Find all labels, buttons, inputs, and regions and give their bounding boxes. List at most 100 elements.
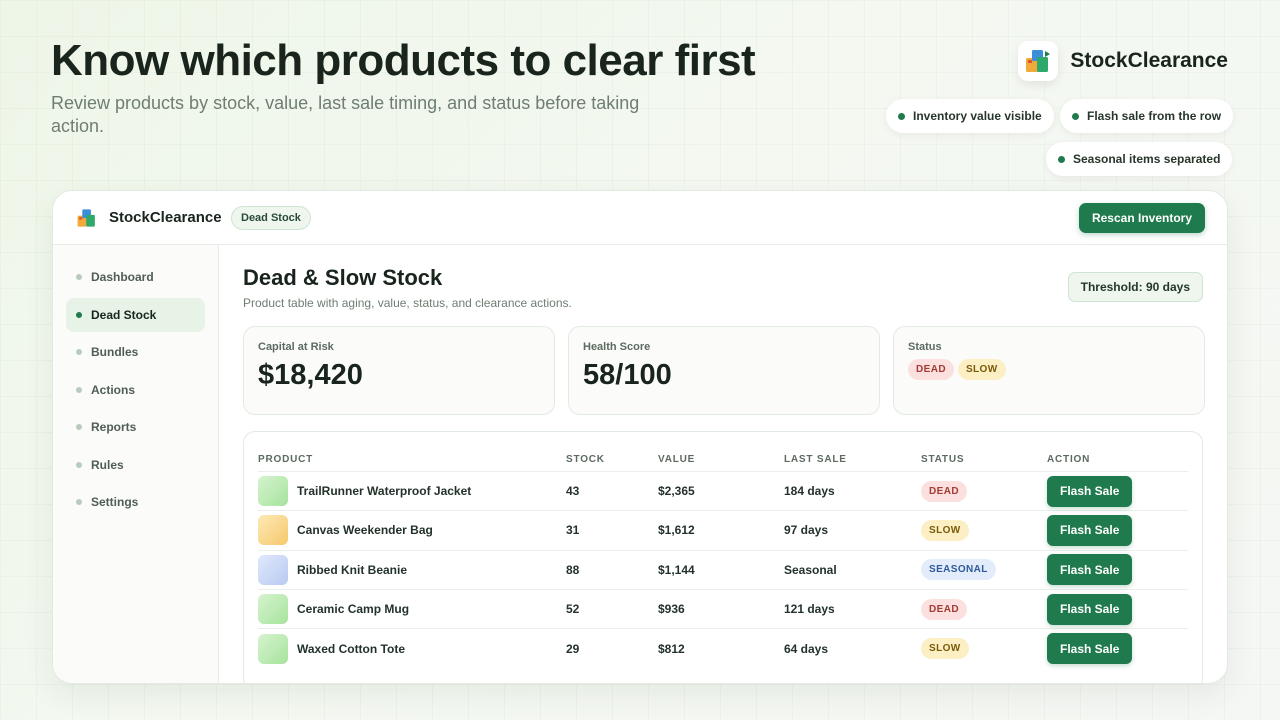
table-row[interactable]: Canvas Weekender Bag 31 $1,612 97 days S… bbox=[258, 511, 1188, 551]
product-thumbnail bbox=[258, 594, 288, 625]
sidebar-item-reports[interactable]: Reports bbox=[66, 410, 205, 444]
hero-title: Know which products to clear first bbox=[51, 36, 756, 85]
column-header-stock[interactable]: STOCK bbox=[566, 454, 605, 465]
column-header-last-sale[interactable]: LAST SALE bbox=[784, 454, 847, 465]
last-sale-cell: 121 days bbox=[784, 602, 835, 617]
nav-dot-icon bbox=[76, 274, 82, 280]
sidebar-item-settings[interactable]: Settings bbox=[66, 485, 205, 519]
product-name: Canvas Weekender Bag bbox=[297, 523, 433, 538]
app-brand-name: StockClearance bbox=[109, 209, 222, 226]
sidebar-item-actions[interactable]: Actions bbox=[66, 373, 205, 407]
feature-pill-seasonal: Seasonal items separated bbox=[1046, 142, 1233, 176]
main-content: Dead & Slow Stock Product table with agi… bbox=[243, 245, 1205, 683]
bullet-dot-icon bbox=[1058, 155, 1065, 163]
sidebar-item-label: Settings bbox=[91, 495, 139, 509]
sidebar-item-label: Reports bbox=[91, 420, 137, 434]
stock-cell: 29 bbox=[566, 641, 580, 656]
nav-dot-icon bbox=[76, 386, 82, 393]
product-name: Ribbed Knit Beanie bbox=[297, 562, 408, 577]
column-header-status[interactable]: STATUS bbox=[921, 454, 965, 465]
status-badge: SLOW bbox=[921, 519, 969, 541]
table-row[interactable]: TrailRunner Waterproof Jacket 43 $2,365 … bbox=[258, 472, 1188, 512]
stock-cell: 31 bbox=[566, 523, 580, 538]
last-sale-cell: 97 days bbox=[784, 523, 829, 538]
status-card: Status DEAD SLOW bbox=[893, 326, 1205, 415]
feature-pill-inventory-value: Inventory value visible bbox=[886, 99, 1054, 133]
status-badge: SEASONAL bbox=[921, 559, 996, 581]
page-title: Dead & Slow Stock bbox=[243, 265, 443, 290]
product-table: PRODUCT STOCK VALUE LAST SALE STATUS ACT… bbox=[243, 431, 1203, 683]
product-name: Waxed Cotton Tote bbox=[297, 641, 405, 656]
nav-dot-icon bbox=[76, 349, 82, 355]
card-label: Status bbox=[908, 341, 942, 353]
value-cell: $1,144 bbox=[658, 562, 695, 577]
table-row[interactable]: Waxed Cotton Tote 29 $812 64 days SLOW F… bbox=[258, 629, 1188, 668]
feature-pill-flash-sale: Flash sale from the row bbox=[1060, 99, 1234, 133]
last-sale-cell: 184 days bbox=[784, 484, 835, 499]
nav-dot-icon bbox=[76, 311, 82, 318]
table-row[interactable]: Ceramic Camp Mug 52 $936 121 days DEAD F… bbox=[258, 590, 1188, 630]
sidebar-item-label: Actions bbox=[91, 382, 136, 397]
column-header-action: ACTION bbox=[1047, 454, 1091, 465]
sidebar-item-label: Dashboard bbox=[91, 270, 154, 284]
status-badge-dead: DEAD bbox=[908, 359, 954, 380]
bullet-dot-icon bbox=[898, 112, 905, 120]
sidebar-item-label: Rules bbox=[91, 457, 124, 472]
brand-name: StockClearance bbox=[1070, 49, 1228, 72]
column-header-product[interactable]: PRODUCT bbox=[258, 454, 314, 465]
health-score-value: 58/100 bbox=[583, 359, 672, 391]
sidebar-item-label: Bundles bbox=[91, 345, 139, 359]
feature-label: Flash sale from the row bbox=[1087, 109, 1222, 123]
card-label: Capital at Risk bbox=[258, 341, 334, 353]
nav-dot-icon bbox=[76, 499, 82, 505]
product-thumbnail bbox=[258, 476, 288, 507]
app-window: StockClearance Dead Stock Rescan Invento… bbox=[52, 190, 1228, 684]
sidebar-item-bundles[interactable]: Bundles bbox=[66, 335, 205, 369]
flash-sale-button[interactable]: Flash Sale bbox=[1047, 593, 1133, 625]
capital-at-risk-card: Capital at Risk $18,420 bbox=[243, 326, 555, 415]
value-cell: $1,612 bbox=[658, 523, 695, 538]
health-score-card: Health Score 58/100 bbox=[568, 326, 880, 415]
threshold-badge[interactable]: Threshold: 90 days bbox=[1067, 272, 1203, 302]
value-cell: $2,365 bbox=[658, 484, 695, 499]
stock-cell: 43 bbox=[566, 484, 580, 499]
section-badge: Dead Stock bbox=[231, 206, 311, 230]
sidebar-item-dashboard[interactable]: Dashboard bbox=[66, 260, 205, 294]
value-cell: $936 bbox=[658, 602, 685, 617]
page-subtitle: Product table with aging, value, status,… bbox=[243, 296, 572, 310]
nav-dot-icon bbox=[76, 424, 82, 430]
feature-label: Inventory value visible bbox=[913, 109, 1042, 123]
last-sale-cell: Seasonal bbox=[784, 562, 837, 577]
brand-header: StockClearance bbox=[1018, 41, 1228, 81]
status-badge-slow: SLOW bbox=[957, 359, 1006, 380]
app-topbar: StockClearance Dead Stock Rescan Invento… bbox=[53, 191, 1227, 245]
product-name: TrailRunner Waterproof Jacket bbox=[297, 484, 472, 499]
capital-value: $18,420 bbox=[258, 359, 363, 391]
value-cell: $812 bbox=[658, 641, 685, 656]
card-label: Health Score bbox=[583, 341, 651, 353]
nav-dot-icon bbox=[76, 461, 82, 468]
column-header-value[interactable]: VALUE bbox=[658, 454, 696, 465]
sidebar-item-dead-stock[interactable]: Dead Stock bbox=[66, 297, 205, 332]
rescan-inventory-button[interactable]: Rescan Inventory bbox=[1078, 203, 1205, 233]
sidebar: Dashboard Dead Stock Bundles Actions Rep… bbox=[53, 245, 219, 683]
flash-sale-button[interactable]: Flash Sale bbox=[1047, 514, 1133, 546]
app-logo-icon bbox=[75, 207, 99, 234]
last-sale-cell: 64 days bbox=[784, 641, 829, 656]
product-thumbnail bbox=[258, 633, 288, 664]
flash-sale-button[interactable]: Flash Sale bbox=[1047, 633, 1133, 665]
status-badge: DEAD bbox=[921, 480, 967, 502]
product-name: Ceramic Camp Mug bbox=[297, 602, 410, 617]
hero-subtitle: Review products by stock, value, last sa… bbox=[51, 93, 640, 136]
sidebar-item-rules[interactable]: Rules bbox=[66, 448, 205, 482]
flash-sale-button[interactable]: Flash Sale bbox=[1047, 475, 1133, 507]
status-badge: DEAD bbox=[921, 598, 967, 620]
status-badge: SLOW bbox=[921, 638, 969, 660]
table-header: PRODUCT STOCK VALUE LAST SALE STATUS ACT… bbox=[258, 442, 1188, 472]
table-row[interactable]: Ribbed Knit Beanie 88 $1,144 Seasonal SE… bbox=[258, 551, 1188, 590]
bullet-dot-icon bbox=[1072, 112, 1079, 120]
feature-label: Seasonal items separated bbox=[1073, 152, 1221, 166]
flash-sale-button[interactable]: Flash Sale bbox=[1047, 554, 1133, 586]
product-thumbnail bbox=[258, 515, 288, 546]
sidebar-item-label: Dead Stock bbox=[91, 307, 157, 322]
